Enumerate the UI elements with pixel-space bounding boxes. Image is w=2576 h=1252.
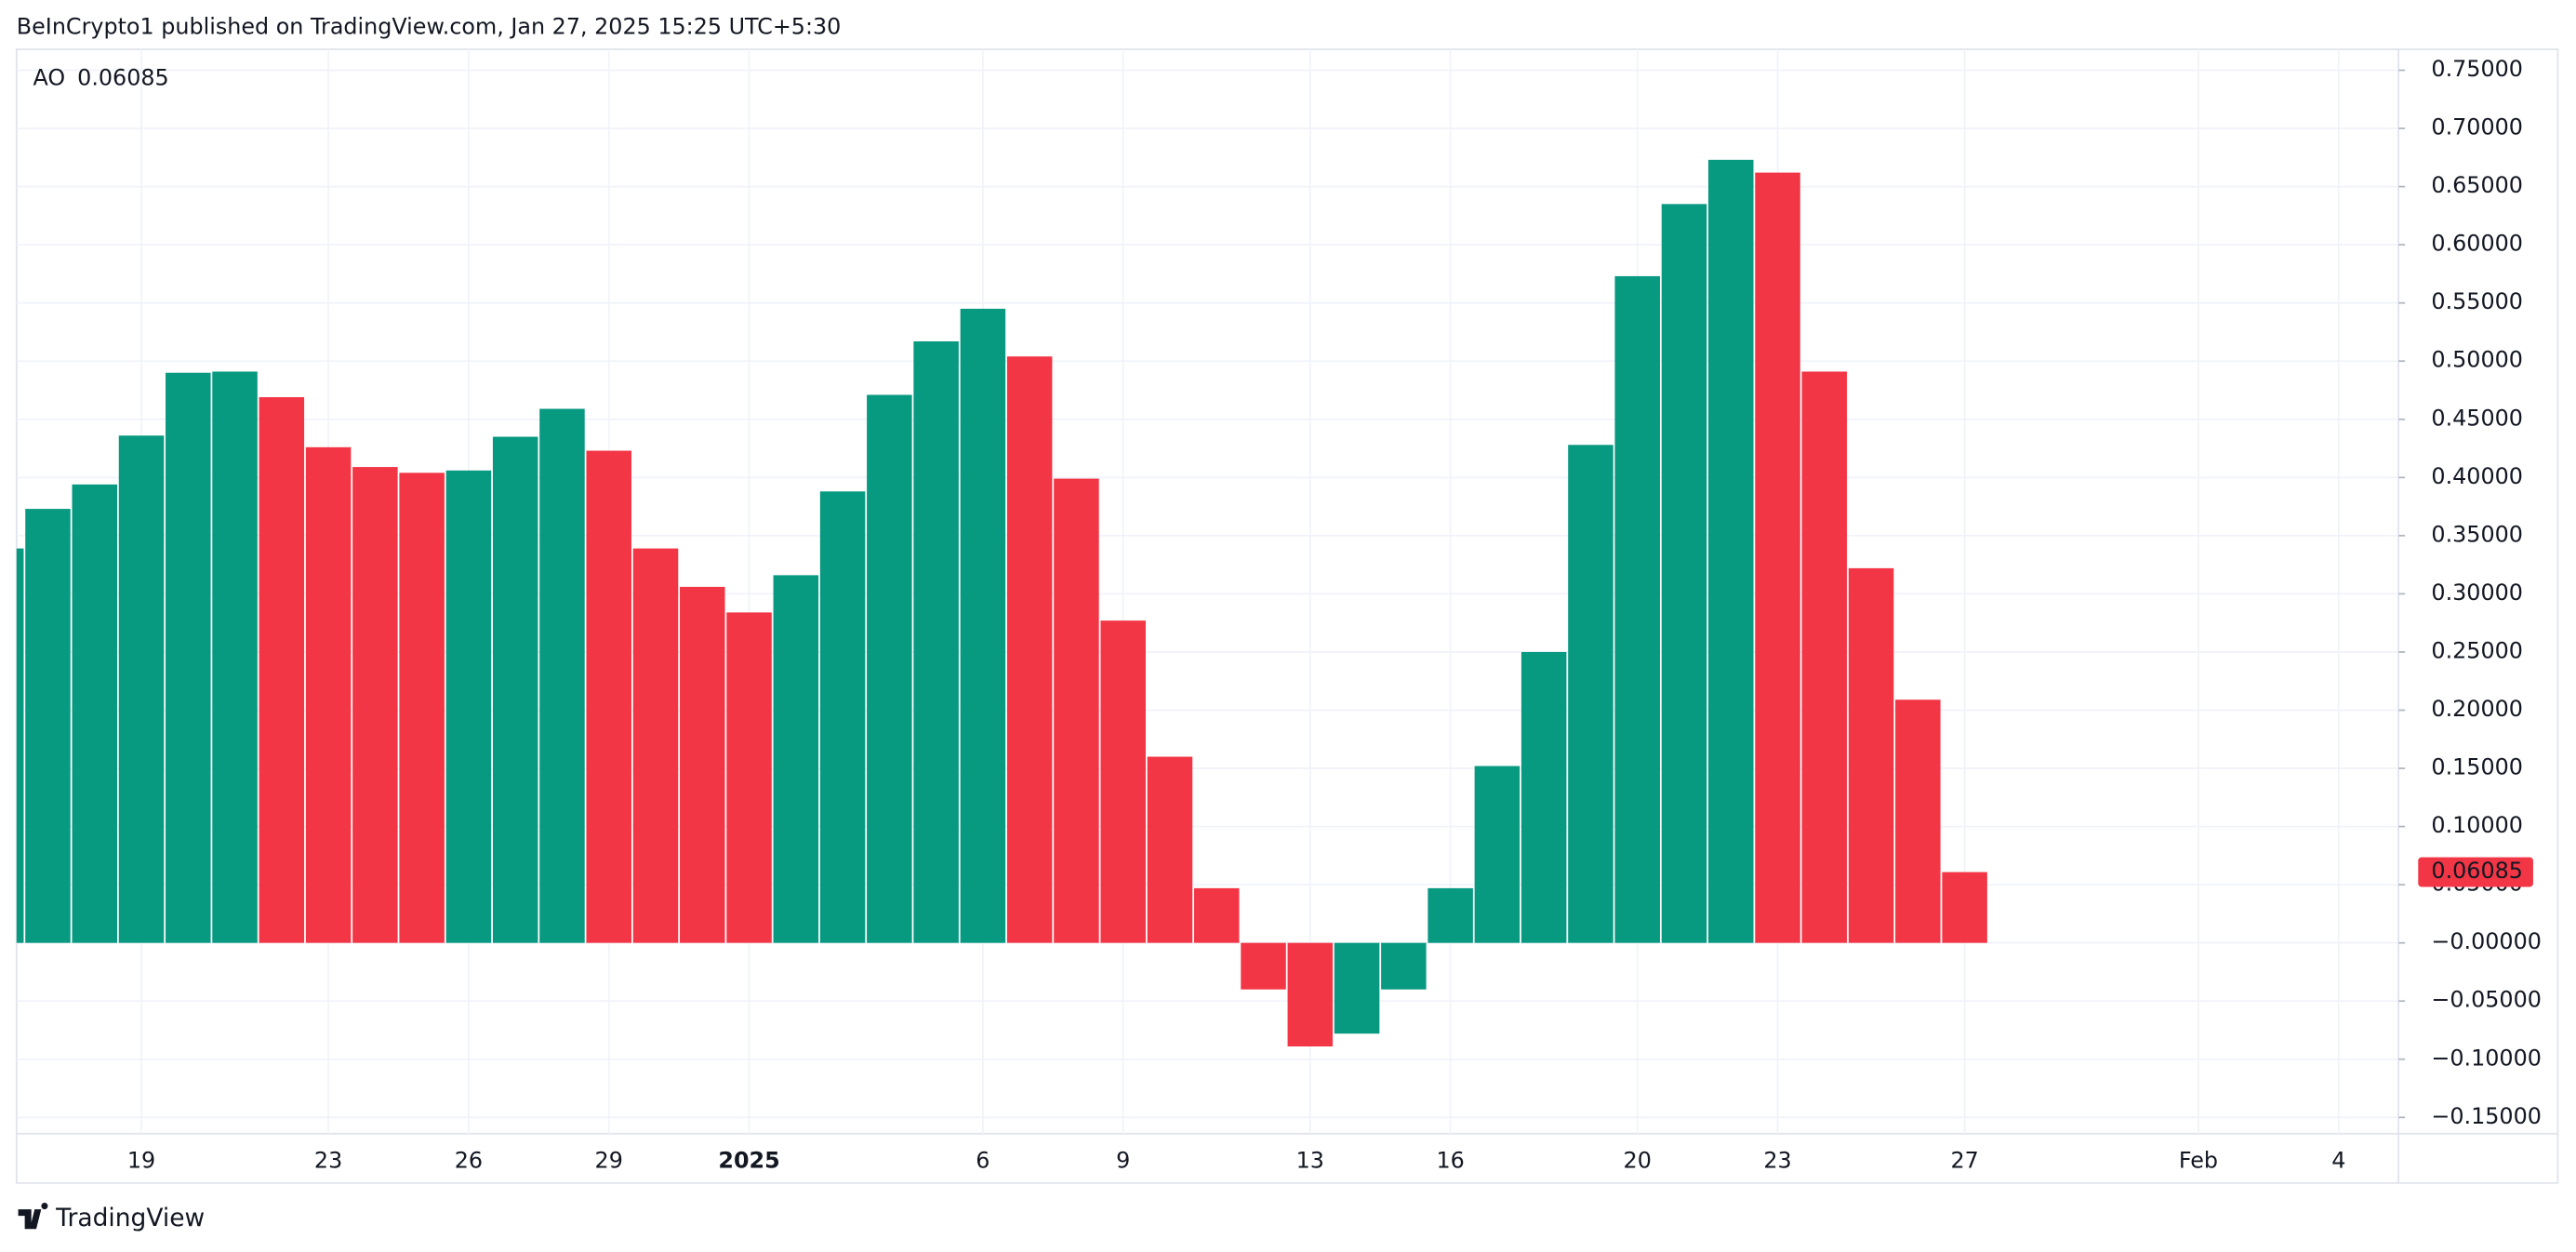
bar	[726, 612, 772, 943]
x-tick-label: 23	[1763, 1147, 1791, 1173]
y-tick-label: 0.65000	[2431, 172, 2523, 198]
bar	[16, 548, 24, 943]
y-tick-label: 0.55000	[2431, 288, 2523, 314]
x-tick-label: 27	[1950, 1147, 1978, 1173]
bar	[1334, 942, 1380, 1034]
bars	[16, 159, 1987, 1047]
bar	[352, 467, 398, 943]
bar	[25, 509, 71, 943]
bar	[1942, 872, 1987, 943]
labels: 0.75000 0.70000 0.65000 0.60000 0.55000 0.500…	[77, 56, 2542, 1173]
x-tick-label: 20	[1624, 1147, 1652, 1173]
y-tick-label: 0.35000	[2431, 521, 2523, 547]
y-tick-label: −0.15000	[2431, 1103, 2542, 1129]
y-tick-label: 0.30000	[2431, 579, 2523, 606]
bar	[1895, 699, 1941, 943]
y-tick-label: 0.50000	[2431, 347, 2523, 373]
bar	[1568, 445, 1613, 943]
bar	[773, 575, 819, 943]
y-tick-label: 0.60000	[2431, 231, 2523, 257]
x-tick-label: 16	[1436, 1147, 1464, 1173]
bar	[680, 586, 725, 943]
price-tag-label: 0.06085	[2431, 858, 2523, 884]
y-tick-label: 0.10000	[2431, 812, 2523, 838]
bar	[1100, 620, 1146, 943]
y-tick-label: −0.05000	[2431, 987, 2542, 1013]
bar	[1287, 942, 1334, 1047]
x-tick-label: 4	[2331, 1147, 2345, 1173]
x-tick-label: 26	[455, 1147, 483, 1173]
bar	[586, 450, 631, 943]
bar	[1801, 371, 1848, 943]
bar	[1241, 942, 1286, 990]
x-tick-label: 9	[1116, 1147, 1130, 1173]
x-tick-label: Feb	[2179, 1147, 2218, 1173]
bar	[72, 484, 117, 943]
bar	[1708, 159, 1754, 943]
x-tick-label: 19	[127, 1147, 155, 1173]
bar	[819, 491, 866, 943]
bar	[1194, 887, 1240, 943]
bar	[445, 470, 492, 943]
bar	[632, 548, 679, 943]
bar	[259, 397, 305, 943]
bar	[212, 371, 258, 943]
logo	[18, 1203, 48, 1230]
x-tick-label: 13	[1296, 1147, 1324, 1173]
y-tick-label: 0.75000	[2431, 56, 2523, 82]
x-tick-label: 2025	[718, 1147, 779, 1173]
y-tick-label: 0.25000	[2431, 637, 2523, 663]
bar	[1381, 942, 1427, 990]
bar	[399, 473, 445, 943]
legend-name: AO	[33, 64, 65, 90]
bar	[1147, 756, 1193, 943]
x-tick-label: 29	[595, 1147, 623, 1173]
bar	[1520, 651, 1567, 943]
bar	[1427, 887, 1473, 943]
header: BeInCrypto1 published on TradingView.com…	[17, 14, 842, 40]
bar	[1054, 478, 1099, 943]
y-tick-label: 0.40000	[2431, 463, 2523, 489]
bar	[960, 308, 1006, 943]
y-tick-label: −0.10000	[2431, 1045, 2542, 1071]
brand: TradingView	[18, 1203, 205, 1232]
bar	[1755, 172, 1800, 943]
bar	[539, 408, 585, 943]
bar	[492, 436, 538, 943]
bar	[305, 446, 352, 943]
price-tag	[2418, 857, 2533, 887]
x-tick-label: 23	[314, 1147, 342, 1173]
legend-value: 0.06085	[77, 64, 169, 90]
y-tick-label: 0.70000	[2431, 114, 2523, 140]
bar	[913, 340, 959, 943]
bar	[1614, 275, 1660, 943]
bar	[1474, 766, 1520, 943]
y-tick-label: 0.20000	[2431, 696, 2523, 722]
bar	[867, 394, 912, 943]
bar	[118, 435, 165, 943]
y-tick-label: 0.15000	[2431, 754, 2523, 780]
brand-name: TradingView	[55, 1204, 205, 1232]
bar	[1661, 204, 1707, 943]
y-tick-label: −0.00000	[2431, 928, 2542, 954]
x-tick-label: 6	[976, 1147, 989, 1173]
frame	[15, 48, 2559, 1184]
bar	[166, 372, 211, 943]
bar	[1006, 356, 1053, 943]
bar	[1848, 567, 1894, 943]
y-tick-label: 0.45000	[2431, 405, 2523, 431]
